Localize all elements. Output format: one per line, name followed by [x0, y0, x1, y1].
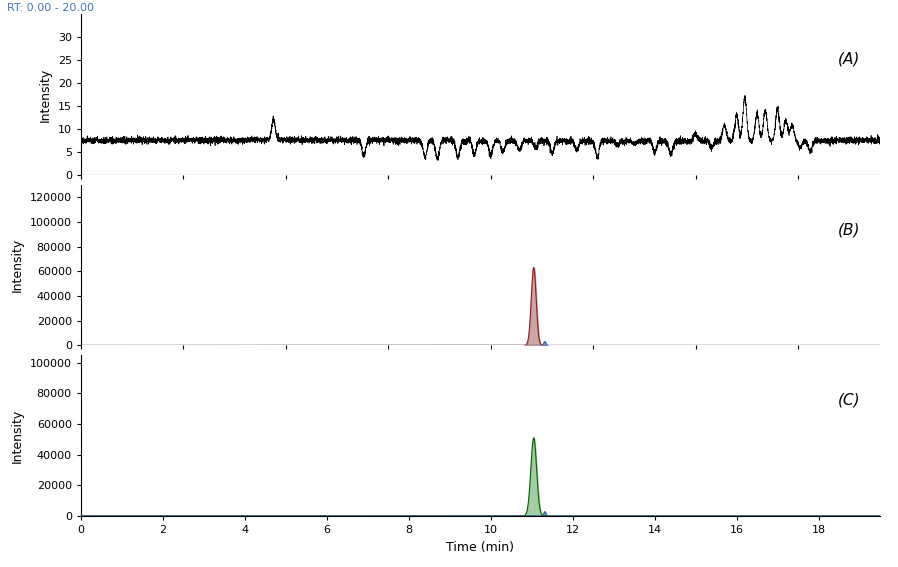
Y-axis label: Intensity: Intensity [40, 67, 52, 122]
Y-axis label: Intensity: Intensity [12, 408, 24, 463]
Text: (A): (A) [838, 52, 860, 67]
Y-axis label: Intensity: Intensity [11, 238, 24, 292]
Text: RT: 0.00 - 20.00: RT: 0.00 - 20.00 [7, 3, 94, 13]
Text: (B): (B) [838, 222, 860, 237]
X-axis label: Time (min): Time (min) [446, 540, 515, 553]
Text: (C): (C) [838, 393, 860, 408]
